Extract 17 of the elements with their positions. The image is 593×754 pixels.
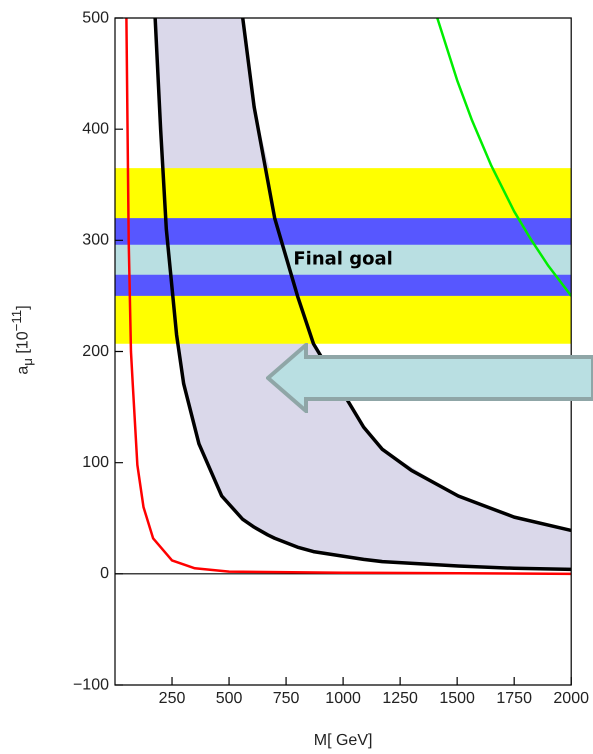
- y-tick-label: 400: [82, 120, 110, 138]
- y-tick-label: 100: [82, 454, 110, 472]
- y-tick-label: 500: [82, 9, 110, 26]
- y-tick-label: 200: [82, 342, 110, 360]
- x-axis-title: M[ GeV]: [314, 732, 372, 749]
- band-label: Final goal: [293, 248, 393, 270]
- x-tick-label: 2000: [553, 690, 590, 708]
- x-tick-label: 1500: [439, 690, 476, 708]
- y-tick-label: −100: [72, 676, 110, 694]
- x-tick-label: 1000: [325, 690, 361, 708]
- y-tick-label: 300: [82, 232, 110, 249]
- x-tick-label: 500: [216, 690, 242, 708]
- y-tick-label: 0: [100, 565, 110, 582]
- x-tick-label: 1250: [382, 690, 418, 708]
- x-tick-label: 1750: [496, 690, 532, 708]
- x-tick-label: 250: [158, 690, 186, 708]
- x-tick-label: 750: [272, 690, 300, 708]
